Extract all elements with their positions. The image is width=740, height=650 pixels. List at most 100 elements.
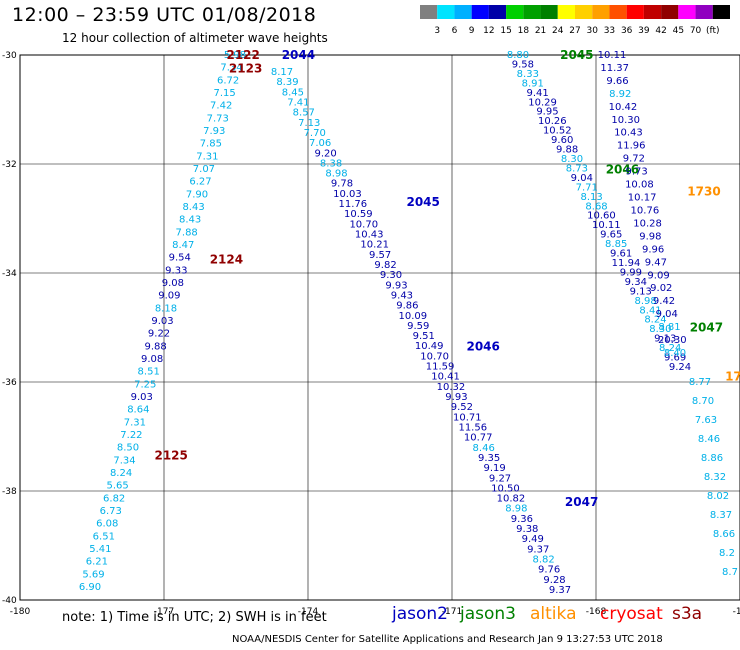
color-scale: 3 6 9 12 15 18 21 24 27 30 33 36 39 42 45 70 (ft)	[420, 5, 730, 36]
wave-height-label: 10.17	[628, 193, 657, 204]
wave-height-label: 9.59	[407, 321, 429, 332]
wave-height-label: 9.37	[527, 544, 549, 555]
time-label: 2047	[565, 495, 598, 509]
wave-height-label: 7.93	[203, 126, 225, 137]
wave-height-label: 8.82	[533, 555, 555, 566]
x-tick-label: -177	[154, 607, 174, 617]
scale-label: 45	[673, 26, 684, 36]
legend-item-altika: altika	[530, 604, 577, 624]
wave-height-label: 10.76	[631, 205, 660, 216]
wave-height-label: 10.59	[344, 209, 373, 220]
wave-height-label: 9.22	[148, 329, 170, 340]
wave-height-label: 10.60	[587, 211, 616, 222]
wave-height-label: 10.70	[420, 351, 449, 362]
wave-height-label: 7.73	[207, 113, 229, 124]
wave-height-label: 9.49	[522, 534, 544, 545]
legend-item-jason3: jason3	[460, 604, 516, 624]
wave-height-label: 7.34	[220, 63, 242, 74]
chart-subtitle: 12 hour collection of altimeter wave hei…	[62, 31, 328, 45]
wave-height-label: 9.88	[144, 341, 166, 352]
scale-swatch	[437, 5, 455, 19]
wave-height-label: 5.69	[82, 569, 104, 580]
wave-height-label: 8.91	[522, 78, 544, 89]
wave-height-label: 9.03	[151, 316, 173, 327]
wave-height-label: 8.81	[658, 322, 680, 333]
wave-height-label: 9.08	[141, 354, 163, 365]
wave-height-label: 8.64	[127, 405, 149, 416]
scale-swatch	[695, 5, 713, 19]
wave-height-label: 9.24	[669, 362, 691, 373]
wave-height-label: 9.95	[536, 107, 558, 118]
wave-height-label: 8.92	[609, 89, 631, 100]
wave-height-label: 10.43	[355, 230, 384, 241]
legend-item-s3a: s3a	[672, 604, 703, 624]
wave-height-label: 8.47	[172, 240, 194, 251]
wave-height-label: 9.51	[413, 331, 435, 342]
legend-item-cryosat: cryosat	[600, 604, 663, 624]
scale-label: 3	[434, 26, 440, 36]
scale-label: 42	[655, 26, 666, 36]
scale-label: 36	[621, 26, 633, 36]
wave-height-label: 9.13	[630, 286, 652, 297]
wave-height-label: 7.34	[113, 455, 135, 466]
wave-height-label: 8.50	[117, 443, 139, 454]
wave-height-label: 9.30	[380, 270, 402, 281]
wave-height-label: 9.61	[610, 249, 632, 260]
credit-footer: NOAA/NESDIS Center for Satellite Applica…	[232, 634, 663, 645]
wave-height-label: 10.71	[453, 412, 482, 423]
track-jason2-c: 10.11 11.37 9.66 8.92 10.42 10.30 10.43 11.96 9.…	[598, 50, 740, 384]
scale-label: 27	[569, 26, 580, 36]
wave-height-label: 6.27	[189, 177, 211, 188]
scale-swatch	[471, 5, 489, 19]
scale-swatch	[661, 5, 679, 19]
chart-title: 12:00 – 23:59 UTC 01/08/2018	[12, 4, 317, 26]
wave-height-label: 8.86	[701, 453, 723, 464]
wave-height-label: 10.50	[491, 483, 520, 494]
y-tick-label: -40	[2, 596, 17, 606]
wave-height-label: 6.21	[86, 557, 108, 568]
wave-height-label: 9.54	[169, 253, 191, 264]
time-label: 2123	[229, 62, 262, 76]
scale-label: 33	[604, 26, 615, 36]
y-tick-label: -38	[2, 487, 17, 497]
wave-height-label: 7.15	[214, 88, 236, 99]
wave-height-label: 7.42	[210, 101, 232, 112]
wave-height-label: 10.32	[437, 382, 466, 393]
wave-height-label: 10.70	[349, 219, 378, 230]
wave-height-label: 9.28	[543, 575, 565, 586]
scale-swatch	[540, 5, 558, 19]
scale-swatch	[592, 5, 610, 19]
wave-height-label: 9.33	[165, 265, 187, 276]
wave-height-label: 9.04	[656, 309, 678, 320]
track-jason3: 5.987.346.727.157.427.737.937.857.317.07…	[79, 48, 260, 593]
wave-height-label: 5.98	[224, 50, 246, 61]
wave-height-label: 9.09	[647, 270, 669, 281]
wave-height-label: 7.85	[200, 139, 222, 150]
wave-height-label: 7.31	[196, 151, 218, 162]
wave-height-label: 10.03	[333, 189, 362, 200]
wave-height-label: 10.21	[360, 240, 389, 251]
wave-height-label: 11.96	[617, 141, 646, 152]
legend-item-jason2: jason2	[392, 604, 448, 624]
wave-height-label: 8.43	[179, 215, 201, 226]
wave-height-label: 9.09	[158, 291, 180, 302]
wave-height-label: 9.27	[489, 473, 511, 484]
scale-label: 18	[518, 26, 530, 36]
wave-height-label: 9.65	[600, 230, 622, 241]
wave-height-label: 8.30	[649, 324, 671, 335]
scale-label: 12	[483, 26, 494, 36]
wave-height-label: 9.72	[623, 154, 645, 165]
wave-height-label: 7.07	[193, 164, 215, 175]
wave-height-label: 8.2	[719, 548, 735, 559]
wave-height-label: 9.82	[374, 260, 396, 271]
scale-swatch	[678, 5, 696, 19]
units-note: note: 1) Time is in UTC; 2) SWH is in fe…	[62, 610, 327, 625]
wave-height-label: 9.02	[650, 283, 672, 294]
scale-label: 70	[690, 26, 702, 36]
y-tick-label: -30	[2, 51, 17, 61]
wave-height-label: 8.33	[517, 69, 539, 80]
wave-height-label: 9.08	[162, 278, 184, 289]
scale-swatch	[454, 5, 472, 19]
wave-height-label: 10.82	[497, 494, 526, 505]
